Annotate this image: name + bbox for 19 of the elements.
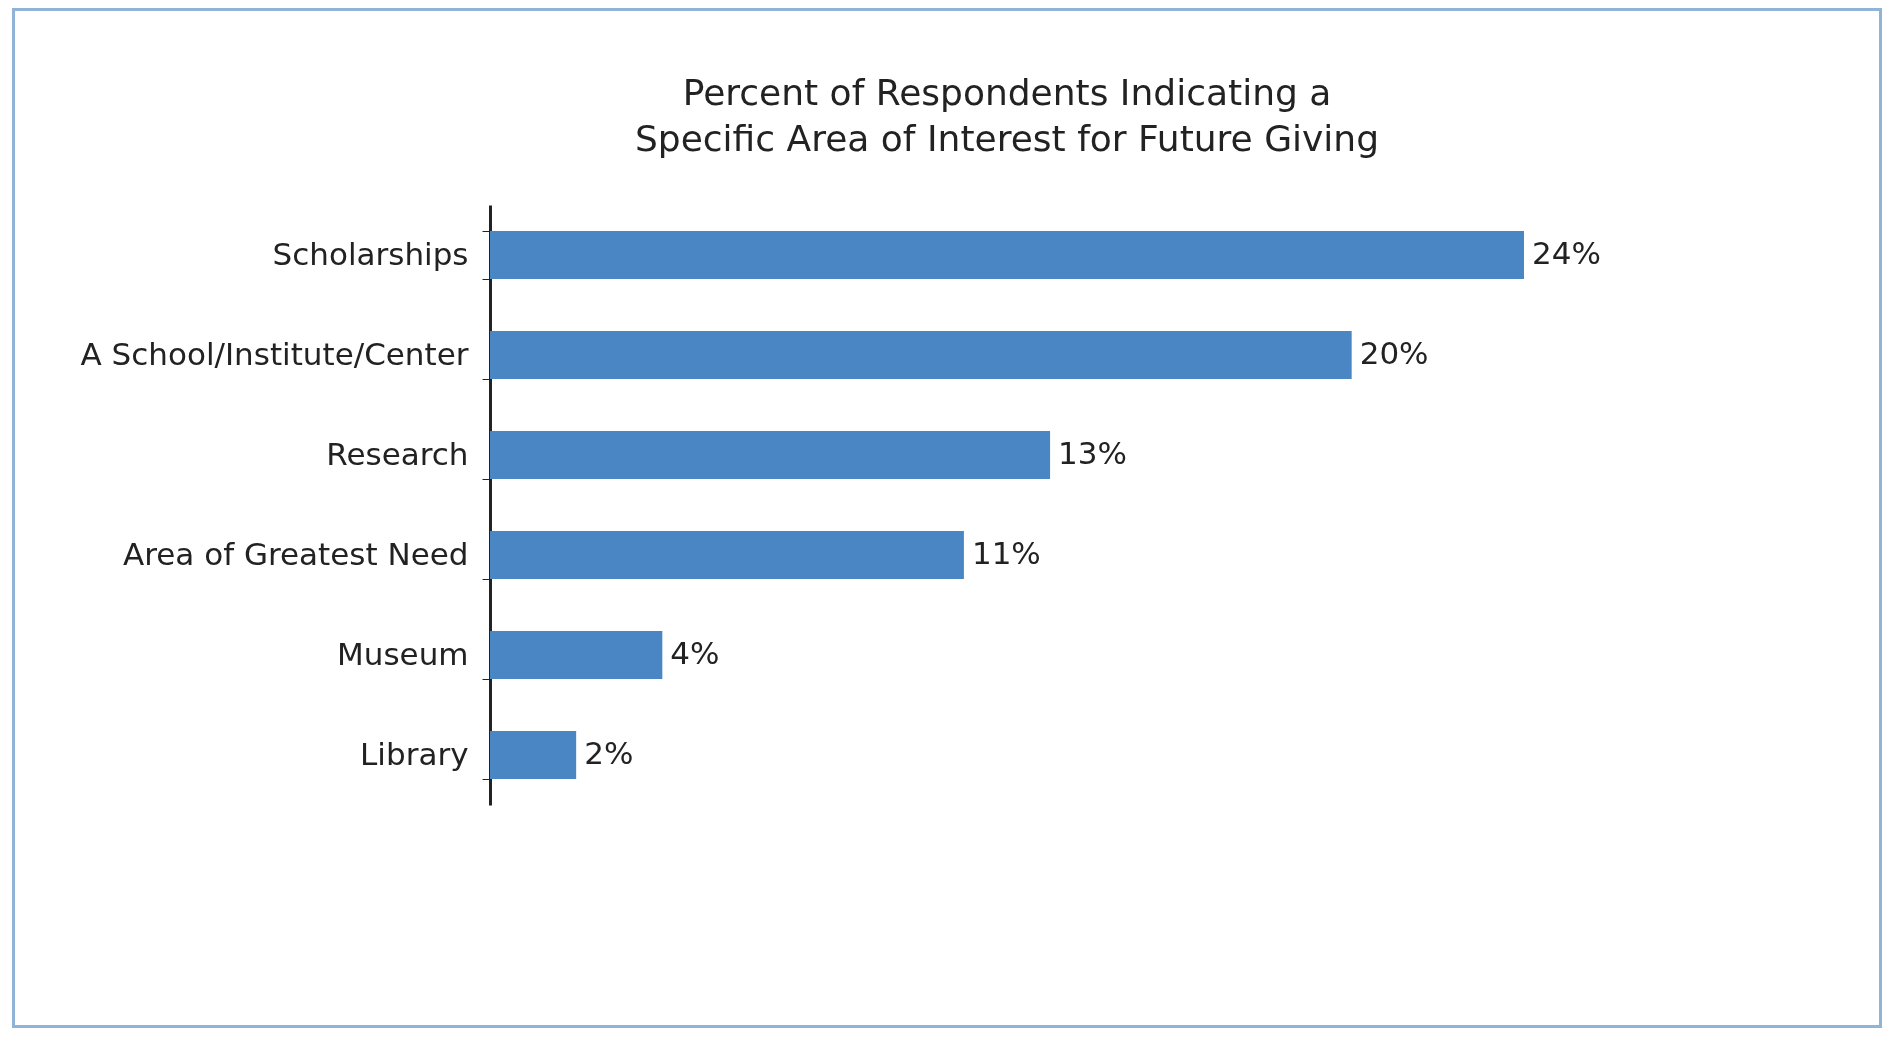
bar <box>490 231 1524 279</box>
bar <box>490 431 1051 479</box>
chart-title: Percent of Respondents Indicating a Specific Area of Interest for Future Giving <box>634 72 1380 159</box>
y-tick-label: Area of Greatest Need <box>123 535 469 572</box>
data-label: 4% <box>670 635 720 671</box>
data-label: 11% <box>971 535 1041 571</box>
y-tick-label: A School/Institute/Center <box>80 335 469 372</box>
y-tick-label: Museum <box>337 635 469 672</box>
y-tick-label: Research <box>326 435 469 472</box>
data-label: 20% <box>1359 335 1429 371</box>
data-label: 24% <box>1532 235 1601 271</box>
bar <box>490 331 1352 379</box>
data-label: 13% <box>1058 435 1127 471</box>
y-tick-label: Scholarships <box>272 235 469 272</box>
bar <box>490 531 964 579</box>
bar <box>490 731 577 779</box>
data-label: 2% <box>584 735 634 771</box>
y-tick-label: Library <box>360 735 469 772</box>
bar <box>490 631 663 679</box>
